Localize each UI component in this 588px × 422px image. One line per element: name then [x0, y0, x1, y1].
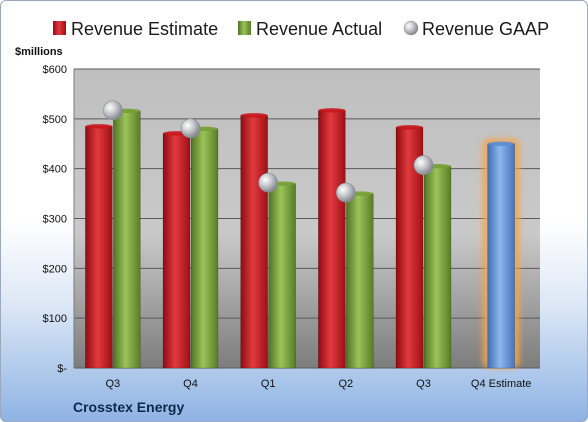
revenue-actual-bar: [190, 128, 219, 369]
legend-swatch: [53, 21, 66, 35]
x-axis: Q3 Q4 Q1 Q2 Q3 Q4 Estimate: [105, 378, 531, 390]
revenue-gaap-point: [413, 155, 434, 175]
revenue-actual-bar: [113, 110, 141, 369]
legend-swatch: [403, 20, 419, 36]
y-tick-label: $500: [43, 114, 67, 126]
y-tick-label: $600: [43, 64, 67, 76]
revenue-gaap-point: [336, 182, 356, 203]
revenue-estimate-bar-top: [396, 125, 423, 130]
revenue-estimate-bar-top: [240, 113, 268, 118]
x-tick-label: Q1: [261, 378, 276, 390]
x-tick-label: Q4: [183, 378, 198, 390]
y-tick-label: $100: [43, 313, 67, 325]
revenue-actual-bar: [346, 193, 374, 369]
chart-legend: Revenue Estimate Revenue Actual Revenue GA…: [53, 19, 549, 39]
revenue-gaap-point: [258, 172, 278, 193]
y-tick-label: $-: [57, 363, 67, 375]
y-axis-unit-label: $millions: [15, 46, 63, 58]
revenue-estimate-bar-top: [318, 108, 346, 113]
revenue-estimate-bar: [240, 115, 268, 369]
revenue-estimate-bar: [318, 110, 346, 369]
legend-label: Revenue GAAP: [422, 19, 549, 39]
bar-marks: [85, 100, 520, 369]
revenue-gaap-point: [180, 118, 201, 139]
y-tick-label: $400: [43, 164, 67, 176]
revenue-estimate-bar: [162, 132, 191, 369]
x-tick-label: Q2: [338, 378, 353, 390]
legend-swatch: [238, 21, 251, 35]
gridlines: [74, 68, 540, 369]
x-tick-label: Q3: [105, 378, 120, 390]
x-tick-label: Q4 Estimate: [471, 378, 532, 390]
company-name: Crosstex Energy: [73, 399, 185, 415]
revenue-actual-bar: [423, 165, 452, 369]
x-tick-label: Q3: [416, 378, 431, 390]
y-tick-label: $300: [43, 214, 67, 226]
revenue-actual-bar: [268, 183, 296, 369]
revenue-estimate-bar: [85, 126, 113, 369]
legend-label: Revenue Estimate: [71, 19, 218, 39]
revenue-estimate-future-bar-top: [487, 141, 515, 146]
revenue-gaap-point: [103, 100, 123, 121]
y-axis: $- $100 $200 $300 $400 $500 $600: [43, 64, 75, 375]
y-tick-label: $200: [43, 263, 67, 275]
revenue-estimate-bar-top: [85, 124, 113, 129]
revenue-estimate-future-bar: [487, 143, 515, 369]
legend-label: Revenue Actual: [256, 19, 382, 39]
